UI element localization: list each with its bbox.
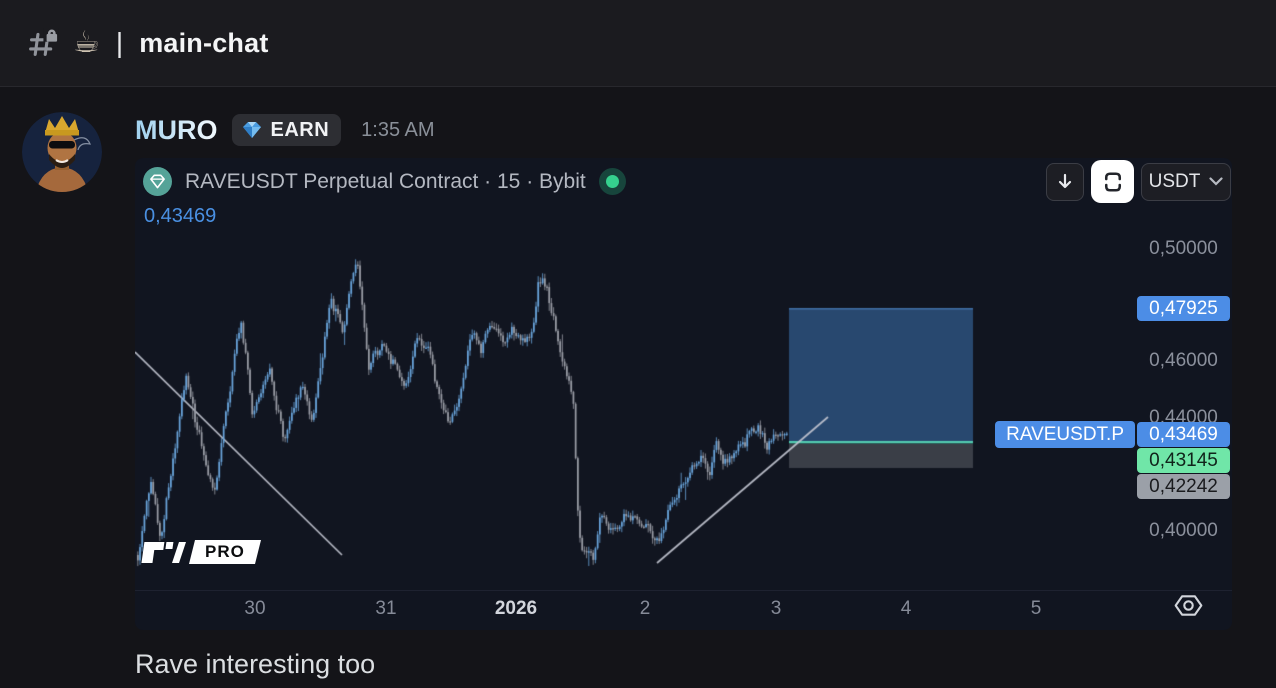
channel-hash-locked-icon bbox=[29, 27, 59, 56]
channel-name-separator: | bbox=[115, 27, 124, 58]
symbol-price-tag: RAVEUSDT.P bbox=[995, 421, 1135, 448]
role-badge-label: EARN bbox=[270, 118, 330, 141]
rave-token-icon bbox=[143, 167, 172, 196]
chevron-down-icon bbox=[1209, 177, 1223, 186]
price-axis-tick: 0,46000 bbox=[1149, 350, 1218, 371]
role-badge[interactable]: EARN bbox=[231, 114, 342, 146]
candlestick-plot bbox=[135, 158, 1232, 630]
time-axis-tick: 30 bbox=[244, 598, 266, 619]
time-axis-tick: 5 bbox=[1030, 598, 1042, 619]
pro-badge: PRO bbox=[189, 540, 261, 564]
price-axis-tick: 0,50000 bbox=[1149, 238, 1218, 259]
currency-value: USDT bbox=[1148, 170, 1201, 192]
channel-header: ☕ | main-chat bbox=[0, 0, 1276, 87]
time-axis-tick: 2 bbox=[639, 598, 651, 619]
time-axis-tick: 31 bbox=[375, 598, 397, 619]
download-arrow-icon bbox=[1058, 173, 1072, 188]
message-header: MURO EARN 1:35 AM bbox=[135, 112, 1276, 148]
download-button[interactable] bbox=[1046, 162, 1084, 201]
price-badge: 0,43469 bbox=[1137, 422, 1230, 447]
price-axis-tick: 0,40000 bbox=[1149, 520, 1218, 541]
time-axis-tick: 2026 bbox=[494, 598, 538, 619]
currency-dropdown[interactable]: USDT bbox=[1141, 162, 1231, 201]
price-badge: 0,43145 bbox=[1137, 448, 1230, 473]
tradingview-logo-icon bbox=[141, 542, 186, 563]
time-axis-tick: 3 bbox=[770, 598, 782, 619]
price-badge: 0,42242 bbox=[1137, 474, 1230, 499]
chart-current-price: 0,43469 bbox=[144, 205, 217, 227]
diamond-icon bbox=[242, 122, 261, 138]
username[interactable]: MURO bbox=[135, 114, 218, 145]
avatar[interactable] bbox=[22, 112, 102, 192]
chat-message: MURO EARN 1:35 AM RAVEUSDT Perpetual Con… bbox=[0, 87, 1276, 680]
coffee-emoji: ☕ bbox=[73, 26, 100, 59]
time-axis-tick: 4 bbox=[900, 598, 912, 619]
market-status-icon[interactable] bbox=[598, 168, 626, 195]
tradingview-pro-watermark[interactable]: PRO bbox=[141, 536, 261, 568]
frame-brackets-icon bbox=[1104, 171, 1121, 192]
chart-symbol-title: RAVEUSDT Perpetual Contract · 15 · Bybit bbox=[185, 169, 586, 193]
message-timestamp: 1:35 AM bbox=[361, 118, 435, 141]
message-text: Rave interesting too bbox=[135, 649, 376, 679]
chart-image-embed[interactable]: RAVEUSDT Perpetual Contract · 15 · Bybit… bbox=[135, 158, 1232, 630]
hexagon-eye-icon[interactable] bbox=[1172, 593, 1205, 618]
expand-button[interactable] bbox=[1091, 160, 1134, 203]
channel-name[interactable]: main-chat bbox=[139, 27, 269, 58]
price-badge: 0,47925 bbox=[1137, 296, 1230, 321]
time-axis-separator bbox=[135, 590, 1232, 591]
chart-toolbar: USDT bbox=[1046, 160, 1231, 203]
chart-title-row: RAVEUSDT Perpetual Contract · 15 · Bybit bbox=[143, 167, 626, 196]
